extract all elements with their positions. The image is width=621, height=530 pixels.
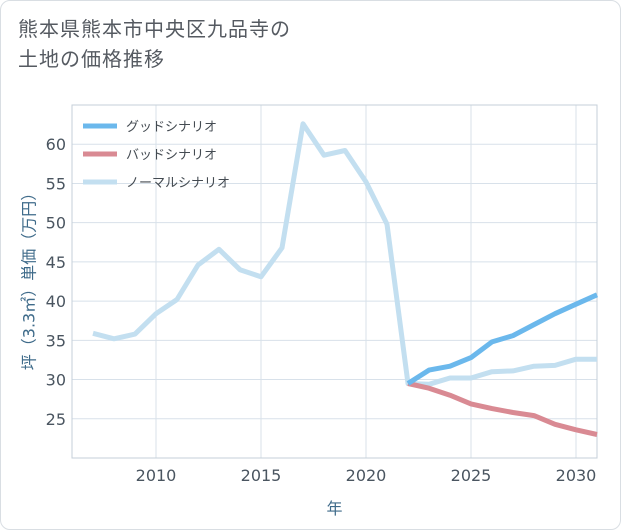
x-tick-label-2010: 2010	[136, 466, 177, 485]
chart-title: 熊本県熊本市中央区九品寺の 土地の価格推移	[18, 14, 291, 74]
chart-title-line-1: 熊本県熊本市中央区九品寺の	[18, 17, 291, 41]
legend-label-bad: バッドシナリオ	[126, 148, 217, 163]
chart-title-line-2: 土地の価格推移	[18, 47, 165, 71]
y-tick-label-25: 25	[46, 410, 66, 429]
y-tick-label-40: 40	[46, 292, 66, 311]
series-line-good	[406, 292, 599, 386]
series-line-bad	[407, 381, 598, 437]
x-tick-label-2015: 2015	[241, 466, 282, 485]
x-tick-label-2025: 2025	[451, 466, 492, 485]
y-tick-label-35: 35	[46, 331, 66, 350]
legend-label-good: グッドシナリオ	[126, 120, 217, 135]
y-tick-label-60: 60	[46, 135, 66, 154]
y-tick-label-50: 50	[46, 214, 66, 233]
series-line-normal	[92, 121, 597, 387]
x-tick-label-2020: 2020	[346, 466, 387, 485]
y-axis-label: 坪（3.3㎡）単価（万円）	[20, 185, 39, 370]
series-lines	[92, 121, 599, 437]
x-axis-label: 年	[326, 499, 342, 518]
grid-lines	[72, 105, 597, 458]
y-tick-label-55: 55	[46, 174, 66, 193]
y-tick-label-45: 45	[46, 253, 66, 272]
tick-labels: 2010 2015 2020 2025 2030 25 30 35 40 45 50 55 60	[46, 135, 597, 485]
legend-label-normal: ノーマルシナリオ	[126, 176, 230, 191]
y-tick-label-30: 30	[46, 371, 66, 390]
x-tick-label-2030: 2030	[556, 466, 597, 485]
plot-frame	[71, 104, 598, 459]
